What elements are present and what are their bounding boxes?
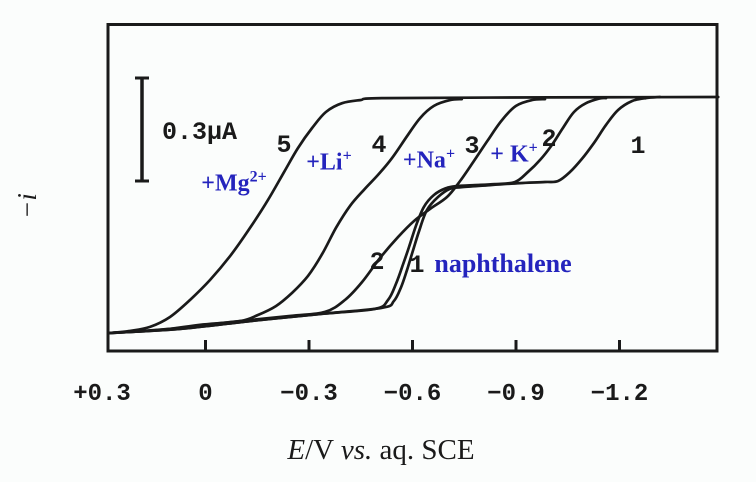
x-tick-label: +0.3 <box>73 381 131 408</box>
curve-number-label: 2 <box>541 125 556 154</box>
x-tick-label: −0.9 <box>487 381 545 408</box>
curve-number-label: 5 <box>276 131 291 160</box>
scale-bar-label: 0.3μA <box>162 118 237 147</box>
curve-1-naphthalene <box>108 95 662 335</box>
curve-number-label: 4 <box>371 131 386 160</box>
curve-5-plus-Mg <box>108 95 720 335</box>
ion-label: +Li+ <box>306 147 351 175</box>
x-tick-label: −0.3 <box>280 381 338 408</box>
curve-number-label: 1 <box>409 251 424 280</box>
y-axis-title: −i <box>12 193 42 219</box>
ion-label: +Na+ <box>403 145 455 173</box>
ion-label: +Mg2+ <box>201 168 266 196</box>
curve-number-label: 3 <box>464 132 479 161</box>
ion-label: + K+ <box>490 139 537 167</box>
x-tick-label: 0 <box>198 381 212 408</box>
ion-label: naphthalene <box>434 249 571 278</box>
curve-number-label: 2 <box>369 248 384 277</box>
x-tick-label: −0.6 <box>384 381 442 408</box>
x-axis-title: E/V vs. aq. SCE <box>286 434 474 466</box>
plot-frame <box>106 23 719 353</box>
x-tick-label: −1.2 <box>591 381 649 408</box>
curve-number-label: 1 <box>630 132 645 161</box>
